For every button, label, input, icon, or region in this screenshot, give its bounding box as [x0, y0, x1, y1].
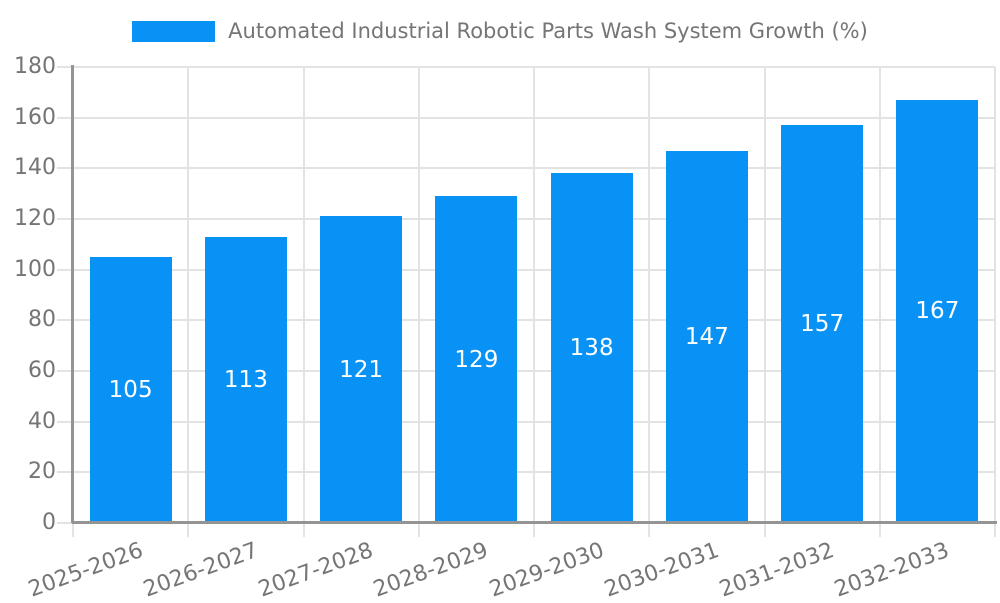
bar[interactable] — [89, 257, 172, 523]
bar-value-label: 121 — [339, 356, 384, 383]
y-axis-label: 0 — [42, 510, 56, 535]
y-gridline — [57, 167, 995, 170]
bar[interactable] — [550, 173, 633, 523]
bar-value-label: 113 — [223, 366, 268, 393]
x-axis-label: 2025-2026 — [24, 538, 147, 603]
x-gridline — [533, 67, 535, 537]
y-axis-label: 20 — [28, 459, 56, 485]
y-axis-label: 140 — [14, 155, 56, 181]
y-gridline — [57, 471, 995, 474]
y-gridline — [57, 420, 995, 423]
legend-swatch — [132, 20, 216, 42]
y-gridline — [57, 319, 995, 322]
y-gridline — [57, 370, 995, 372]
bar[interactable] — [781, 125, 864, 523]
x-axis-label: 2031-2032 — [716, 538, 838, 603]
bar[interactable] — [896, 99, 979, 523]
x-axis-label: 2030-2031 — [601, 538, 723, 603]
y-axis-label: 40 — [28, 408, 56, 434]
x-gridline — [648, 67, 651, 537]
x-axis-line — [72, 521, 997, 524]
x-gridline — [878, 67, 881, 537]
y-gridline — [57, 116, 995, 119]
x-gridline — [763, 67, 766, 537]
y-axis-label: 160 — [14, 104, 56, 130]
bar-value-label: 157 — [800, 311, 845, 338]
chart-title: Automated Industrial Robotic Parts Wash … — [228, 19, 868, 43]
bar-value-label: 138 — [569, 335, 614, 362]
x-gridline — [417, 67, 420, 537]
bar[interactable] — [320, 216, 403, 523]
x-axis-label: 2027-2028 — [255, 538, 377, 603]
bar-value-label: 147 — [684, 323, 729, 350]
chart-legend[interactable]: Automated Industrial Robotic Parts Wash … — [0, 19, 1000, 43]
y-axis-label: 60 — [28, 358, 56, 383]
bar[interactable] — [665, 150, 748, 523]
y-gridline — [57, 66, 995, 68]
y-axis-tick — [57, 522, 73, 524]
y-axis-label: 100 — [14, 256, 56, 282]
y-axis-line — [71, 65, 74, 523]
x-axis-label: 2026-2027 — [140, 538, 262, 603]
bar-value-label: 105 — [108, 377, 153, 403]
x-axis-label: 2029-2030 — [485, 538, 608, 603]
bar-value-label: 129 — [454, 346, 499, 373]
y-axis-label: 180 — [14, 54, 56, 79]
x-axis-label: 2032-2033 — [831, 538, 953, 603]
y-gridline — [57, 218, 995, 220]
x-gridline — [994, 67, 996, 537]
bar[interactable] — [204, 236, 287, 523]
x-axis-label: 2028-2029 — [370, 538, 492, 603]
y-axis-label: 80 — [28, 307, 56, 333]
y-gridline — [57, 268, 995, 271]
bar[interactable] — [435, 196, 518, 523]
x-gridline — [302, 67, 305, 537]
y-axis-label: 120 — [14, 206, 56, 231]
x-gridline — [187, 67, 190, 537]
bar-value-label: 167 — [915, 298, 960, 325]
